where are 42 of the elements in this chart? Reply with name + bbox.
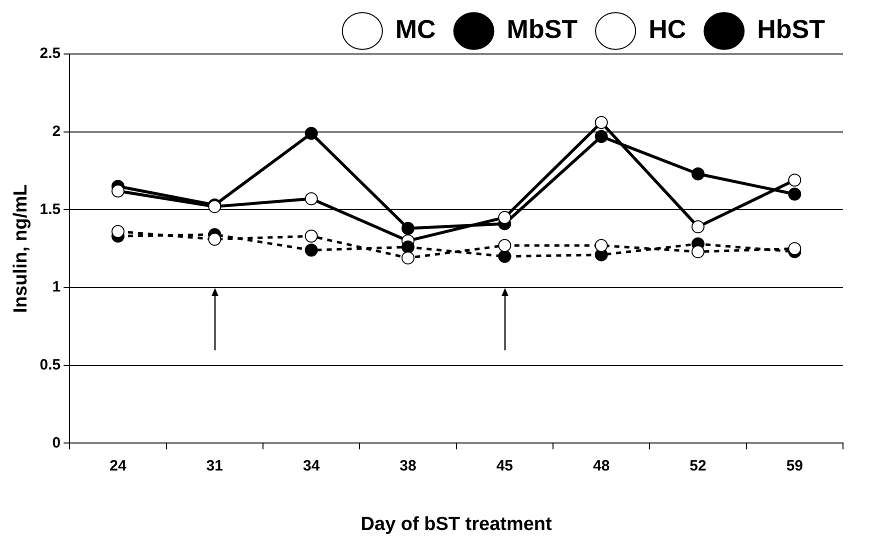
y-tick-label: 2.5 — [40, 45, 61, 62]
x-tick-label: 45 — [496, 457, 514, 474]
x-tick-label: 34 — [302, 457, 320, 474]
point — [401, 222, 414, 235]
legend-label: HbST — [757, 14, 826, 44]
point — [594, 130, 608, 144]
y-tick-label: 1 — [52, 278, 61, 296]
point — [691, 245, 704, 258]
y-tick-label: 1.5 — [40, 200, 61, 218]
point — [304, 230, 318, 243]
x-tick-label: 38 — [400, 457, 416, 474]
point — [304, 244, 318, 257]
x-tick-label: 48 — [592, 457, 610, 474]
legend-label: MC — [395, 14, 436, 44]
point — [594, 238, 608, 252]
y-tick-label: 2 — [52, 122, 61, 140]
point — [788, 174, 802, 187]
point — [594, 116, 608, 129]
legend-label: HC — [648, 14, 686, 44]
point — [788, 188, 802, 201]
point — [498, 250, 512, 263]
legend-label: MbST — [506, 14, 578, 44]
y-tick-label: 0 — [52, 434, 61, 452]
x-tick-label: 31 — [206, 457, 223, 474]
point — [691, 167, 704, 180]
point — [691, 220, 704, 234]
x-tick-label: 52 — [690, 457, 706, 474]
point — [111, 224, 124, 238]
x-tick-label: 59 — [786, 457, 804, 474]
point — [788, 242, 802, 256]
point — [208, 232, 222, 246]
x-tick-label: 24 — [110, 457, 127, 474]
x-axis-title: Day of bST treatment — [360, 514, 553, 535]
point — [304, 126, 318, 140]
point — [304, 192, 318, 206]
point — [498, 238, 512, 252]
point — [498, 210, 512, 224]
y-axis-title: Insulin, ng/mL — [10, 184, 32, 313]
point — [401, 240, 414, 254]
point — [111, 184, 124, 198]
y-tick-label: 0.5 — [40, 356, 61, 374]
point — [401, 251, 414, 264]
